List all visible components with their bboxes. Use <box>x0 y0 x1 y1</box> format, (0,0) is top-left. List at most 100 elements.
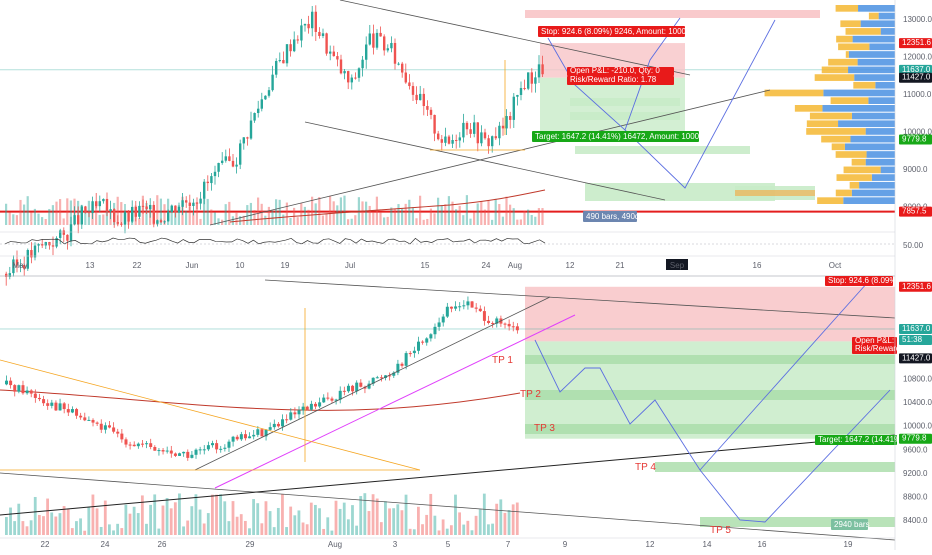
volume-bar <box>462 215 465 225</box>
x-tick-top: 22 <box>133 261 142 270</box>
candle-body <box>404 72 407 83</box>
volume-bar <box>336 205 339 225</box>
candle-body <box>249 120 253 139</box>
stop-label-top: Stop: 924.6 (8.09%) 9246, Amount: 1000 <box>541 27 687 36</box>
candle-body-bottom <box>322 397 326 403</box>
volume-bar-bottom <box>454 494 457 535</box>
candle-body-bottom <box>21 385 25 394</box>
volume-bar-bottom <box>384 501 387 535</box>
candle-body <box>530 72 533 84</box>
candle-body <box>203 181 206 199</box>
x-tick-bottom: 12 <box>646 540 655 549</box>
volume-bar <box>375 196 378 225</box>
volume-bar-bottom <box>33 496 37 535</box>
x-tick-top: Jun <box>186 261 199 270</box>
volume-bar-bottom <box>268 511 272 535</box>
volume-profile-blue <box>857 58 895 66</box>
candle-body-bottom <box>392 372 396 376</box>
candle-body <box>242 137 245 144</box>
candle-body-bottom <box>326 397 330 399</box>
channel-lower-magenta <box>214 314 576 489</box>
candle-body <box>307 23 310 29</box>
volume-bar-bottom <box>491 523 494 535</box>
projection-path-b <box>624 19 776 189</box>
projection-orange-box <box>735 190 815 196</box>
candle-body <box>80 206 83 225</box>
candle-body-bottom <box>190 454 194 458</box>
volume-bar <box>37 213 40 225</box>
volume-bar <box>66 198 69 225</box>
volume-profile-blue <box>822 105 895 112</box>
volume-bar-bottom <box>487 524 490 535</box>
volume-bar-bottom <box>392 508 396 535</box>
volume-profile-blue <box>875 81 895 89</box>
candle-body-bottom <box>338 390 342 400</box>
rr-label-top-bg <box>567 76 674 85</box>
candle-body <box>123 212 127 225</box>
volume-bar-bottom <box>116 523 120 535</box>
volume-bar <box>386 216 389 225</box>
volume-bar <box>51 205 54 225</box>
x-tick-bottom: 9 <box>563 540 568 549</box>
volume-bar <box>397 204 400 225</box>
candle-body-bottom <box>482 311 486 321</box>
volume-bar-bottom <box>178 493 181 535</box>
volume-bar-bottom <box>371 494 375 535</box>
candle-body <box>483 132 487 139</box>
volume-bar <box>505 196 508 225</box>
stop-label-bottom: Stop: 924.6 (8.09%) <box>828 276 899 285</box>
volume-bar <box>530 215 533 225</box>
price-label-countdown-bg <box>899 334 932 345</box>
candle-body <box>120 223 123 225</box>
volume-bar-bottom <box>421 524 424 535</box>
volume-bar-bottom <box>305 524 309 535</box>
candle-body <box>314 11 317 32</box>
volume-bar-bottom <box>507 510 511 535</box>
volume-bar-bottom <box>13 521 17 535</box>
volume-bar-bottom <box>231 501 235 535</box>
volume-bar <box>199 218 202 225</box>
candle-body <box>41 244 44 246</box>
candle-body-bottom <box>182 451 186 454</box>
volume-bar <box>23 204 26 225</box>
volume-profile-yellow <box>840 20 861 28</box>
candle-body-bottom <box>194 449 198 455</box>
candle-body <box>206 181 209 184</box>
candle-body <box>318 31 321 37</box>
volume-bar <box>210 209 213 225</box>
volume-bar-bottom <box>470 530 474 535</box>
candle-body <box>235 164 238 167</box>
volume-bar-bottom <box>318 508 321 535</box>
candle-body <box>134 206 137 217</box>
volume-bar-bottom <box>46 498 49 535</box>
volume-profile-blue <box>851 112 895 120</box>
tp-zone-5 <box>700 517 895 527</box>
volume-bar <box>379 212 382 225</box>
volume-profile-yellow <box>849 181 860 189</box>
price-label-entry-bottom-bg <box>899 353 932 364</box>
y-tick-top: 11000.0 <box>903 90 932 99</box>
candle-body-bottom <box>379 377 383 379</box>
candle-body <box>451 140 454 144</box>
volume-profile-yellow <box>817 197 844 204</box>
candle-body <box>55 237 58 247</box>
candle-body-bottom <box>178 453 182 456</box>
volume-bar <box>257 197 260 225</box>
candle-body-bottom <box>211 443 214 446</box>
candle-body-bottom <box>342 390 346 392</box>
moving-average-red <box>229 189 546 223</box>
volume-bar <box>361 201 364 225</box>
candle-body-bottom <box>281 419 285 427</box>
candle-body-bottom <box>169 450 173 454</box>
volume-bar-bottom <box>342 502 346 535</box>
volume-bar-bottom <box>5 517 8 535</box>
rsi-line <box>4 237 546 245</box>
volume-bar <box>138 218 141 225</box>
candle-body <box>300 25 303 41</box>
candle-body <box>303 23 307 26</box>
volume-bar <box>206 198 209 225</box>
candle-body <box>98 201 101 207</box>
volume-bar <box>282 214 285 225</box>
volume-bar <box>487 200 490 225</box>
